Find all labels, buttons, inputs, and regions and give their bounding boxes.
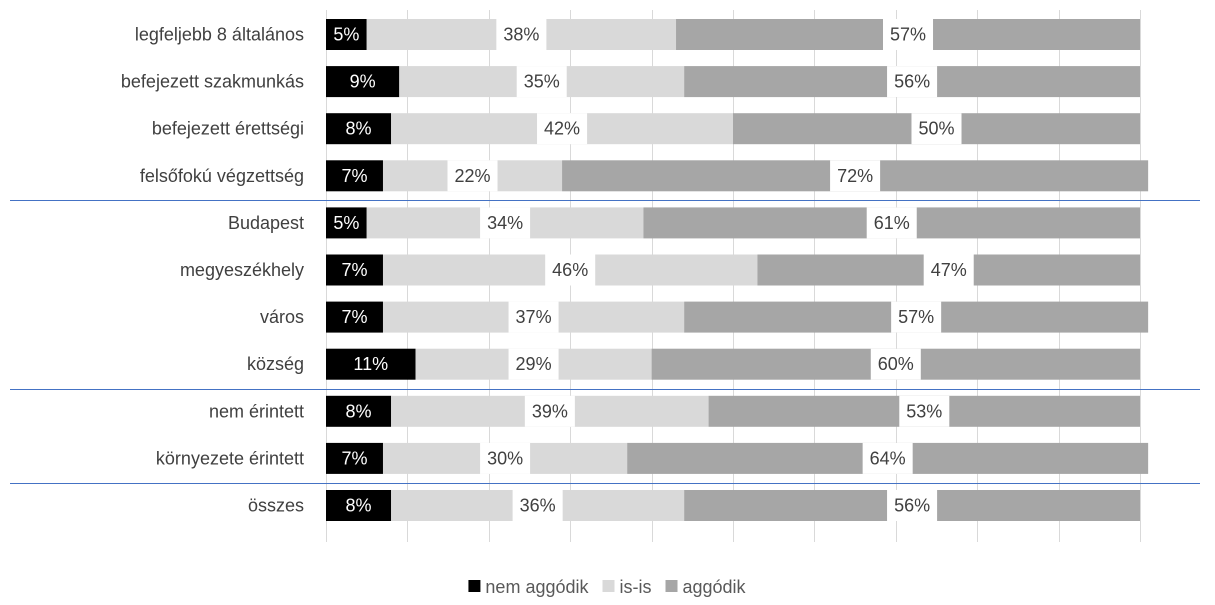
bar-segment-0 xyxy=(326,19,367,50)
bar-segment-0 xyxy=(326,66,400,98)
category-label: Budapest xyxy=(228,213,304,233)
value-label: 53% xyxy=(906,401,942,421)
category-label: befejezett érettségi xyxy=(152,119,304,139)
value-label: 46% xyxy=(552,260,588,280)
legend-label: nem aggódik xyxy=(485,577,589,597)
legend: nem aggódik is-is aggódik xyxy=(468,577,747,597)
category-label: befejezett szakmunkás xyxy=(121,72,304,92)
bar-segment-0 xyxy=(326,254,383,286)
value-label: 64% xyxy=(870,448,906,468)
category-label: nem érintett xyxy=(209,401,304,421)
category-labels: legfeljebb 8 általános befejezett szakmun… xyxy=(121,25,304,516)
value-label: 42% xyxy=(544,119,580,139)
bar-segment-0 xyxy=(326,348,416,380)
bars xyxy=(326,19,1149,521)
value-label-box xyxy=(891,301,942,333)
group-separators xyxy=(10,200,1200,484)
legend-swatch xyxy=(665,580,678,592)
value-label-box xyxy=(870,348,921,380)
bar-segment-0 xyxy=(326,490,392,521)
legend-swatch xyxy=(602,580,615,592)
value-label-box xyxy=(516,66,567,98)
category-label: felsőfokú végzettség xyxy=(140,166,304,186)
value-label: 7% xyxy=(341,166,367,186)
value-label: 61% xyxy=(874,213,910,233)
value-label: 8% xyxy=(346,401,372,421)
value-label: 57% xyxy=(890,25,926,45)
value-label-box xyxy=(480,442,531,474)
category-label: község xyxy=(247,354,304,374)
value-label: 8% xyxy=(346,119,372,139)
value-label: 72% xyxy=(837,166,873,186)
value-label-box xyxy=(508,348,559,380)
value-label-box xyxy=(447,160,498,192)
value-label-box xyxy=(537,113,588,145)
value-label-box xyxy=(882,19,934,50)
value-label-box xyxy=(887,66,938,98)
value-labels: 5% 38% 57% 9% 35% 56% 8% 42% 50% 7% 22% 72% 5% 34% 61%… xyxy=(333,25,966,516)
value-label: 57% xyxy=(898,307,934,327)
value-label-box xyxy=(830,160,881,192)
value-label: 5% xyxy=(333,213,359,233)
category-label: legfeljebb 8 általános xyxy=(135,25,304,45)
bar-segment-0 xyxy=(326,207,367,239)
value-label: 35% xyxy=(524,72,560,92)
value-label: 7% xyxy=(341,448,367,468)
value-label: 22% xyxy=(455,166,491,186)
value-label: 38% xyxy=(503,25,539,45)
value-label: 8% xyxy=(346,496,372,516)
value-label: 5% xyxy=(333,25,359,45)
value-label-box xyxy=(899,395,950,427)
value-label-box xyxy=(887,490,938,521)
value-label-box xyxy=(496,19,547,50)
value-label-box xyxy=(524,395,575,427)
legend-swatch xyxy=(468,580,481,592)
value-label-box xyxy=(480,207,531,239)
value-label: 7% xyxy=(341,307,367,327)
value-label-box xyxy=(512,490,563,521)
value-label: 60% xyxy=(878,354,914,374)
value-label: 29% xyxy=(516,354,552,374)
category-label: környezete érintett xyxy=(156,448,304,468)
value-label: 36% xyxy=(520,496,556,516)
legend-label: is-is xyxy=(620,577,652,597)
value-label: 11% xyxy=(353,354,388,374)
value-label: 47% xyxy=(931,260,967,280)
category-label: megyeszékhely xyxy=(180,260,304,280)
value-label: 7% xyxy=(341,260,367,280)
bar-segment-0 xyxy=(326,113,392,145)
value-label: 50% xyxy=(918,119,954,139)
value-label-box xyxy=(923,254,974,286)
value-label: 37% xyxy=(516,307,552,327)
value-label-box xyxy=(862,442,913,474)
value-label: 34% xyxy=(487,213,523,233)
value-label: 39% xyxy=(532,401,568,421)
bar-segment-0 xyxy=(326,442,383,474)
value-label-box xyxy=(911,113,962,145)
category-label: összes xyxy=(248,496,304,516)
bar-segment-0 xyxy=(326,301,383,333)
value-label-box xyxy=(508,301,559,333)
bar-segment-0 xyxy=(326,395,392,427)
legend-label: aggódik xyxy=(683,577,747,597)
value-label: 56% xyxy=(894,496,930,516)
value-label: 30% xyxy=(487,448,523,468)
category-label: város xyxy=(260,307,304,327)
value-label: 9% xyxy=(350,72,376,92)
bar-segment-0 xyxy=(326,160,383,192)
value-label-box xyxy=(545,254,596,286)
value-label-box xyxy=(866,207,917,239)
value-label: 56% xyxy=(894,72,930,92)
